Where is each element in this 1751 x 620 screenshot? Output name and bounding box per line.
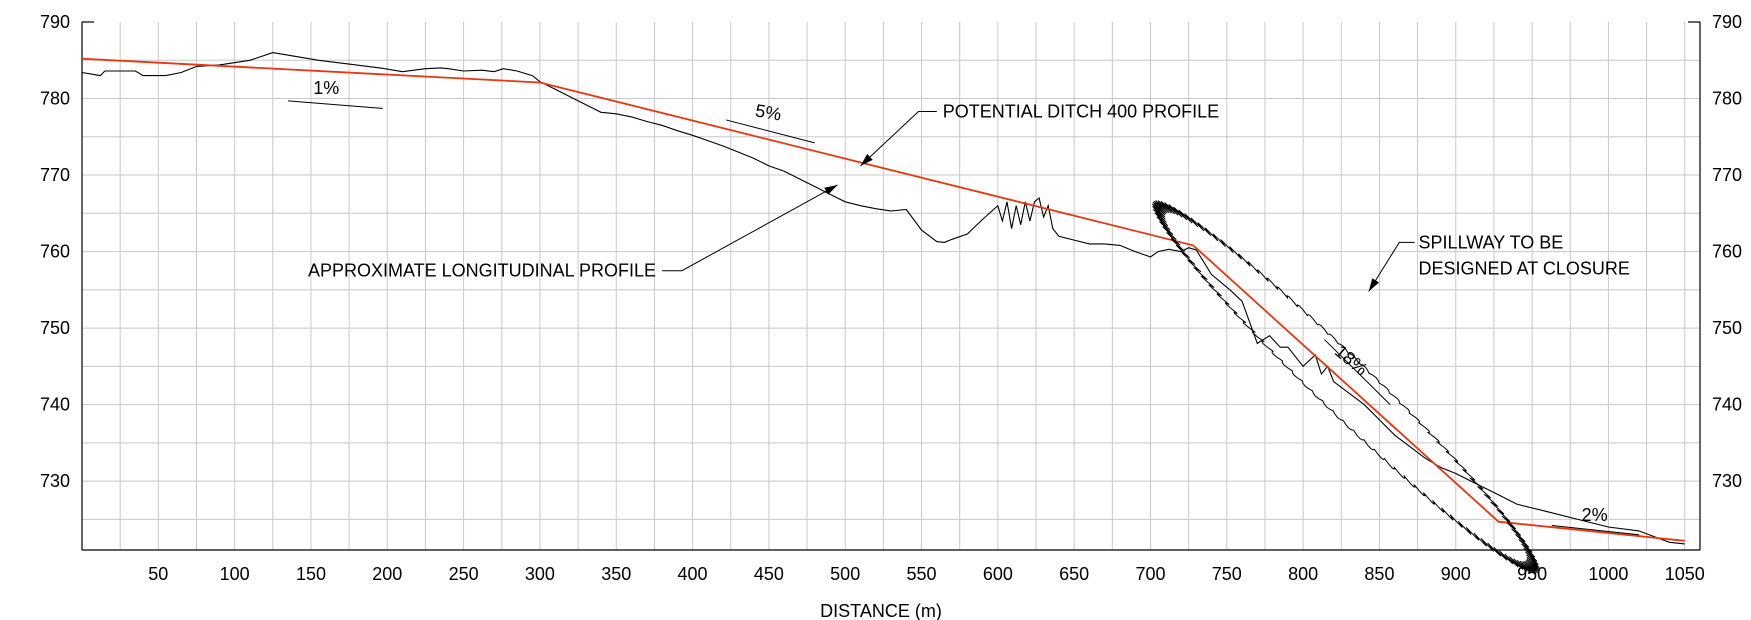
x-tick-label: 800 [1288, 564, 1318, 584]
x-tick-label: 500 [830, 564, 860, 584]
spillway-cloud [1152, 200, 1540, 574]
y-tick-label-right: 730 [1712, 471, 1742, 491]
y-tick-label-right: 750 [1712, 318, 1742, 338]
spillway-label-line-1: SPILLWAY TO BE [1419, 232, 1564, 252]
x-axis-label: DISTANCE (m) [820, 601, 942, 620]
ground-profile-line [81, 52, 1685, 545]
slope-2-marker [726, 119, 815, 144]
x-tick-label: 300 [525, 564, 555, 584]
series-group [81, 52, 1685, 545]
tick-labels: 50 100 150 200 250 300 350 400 450 500 550 600 650 70… [40, 12, 1742, 584]
y-tick-label-right: 780 [1712, 89, 1742, 109]
x-tick-label: 600 [983, 564, 1013, 584]
x-tick-label: 450 [754, 564, 784, 584]
y-tick-label-right: 790 [1712, 12, 1742, 32]
x-tick-label: 750 [1212, 564, 1242, 584]
y-tick-label-left: 750 [40, 318, 70, 338]
ditch-label-leader [860, 111, 937, 167]
ditch-label-arrowhead [860, 154, 873, 166]
slope-4-marker [1551, 525, 1639, 536]
slope-2-label: 5% [754, 100, 783, 124]
slope-4-label: 2% [1582, 505, 1608, 525]
ground-label-arrowhead [824, 184, 838, 195]
ditch-profile-line [81, 57, 1685, 542]
y-tick-label-left: 770 [40, 165, 70, 185]
y-tick-label-right: 760 [1712, 242, 1742, 262]
x-tick-label: 850 [1364, 564, 1394, 584]
spillway-label-line-2: DESIGNED AT CLOSURE [1419, 258, 1630, 278]
y-tick-label-left: 740 [40, 395, 70, 415]
y-tick-label-left: 760 [40, 242, 70, 262]
x-tick-label: 50 [148, 564, 168, 584]
slope-1-marker [288, 100, 383, 109]
x-tick-label: 200 [372, 564, 402, 584]
annotations: 1% 5% 18% 2% POTENTIAL DITCH 400 PROFILE… [288, 78, 1639, 574]
spillway-label-leader [1368, 241, 1415, 292]
y-tick-label-right: 770 [1712, 165, 1742, 185]
y-tick-label-left: 790 [40, 12, 70, 32]
x-tick-label: 1000 [1588, 564, 1628, 584]
grid [82, 22, 1700, 550]
x-tick-label: 700 [1135, 564, 1165, 584]
y-tick-label-right: 740 [1712, 395, 1742, 415]
x-tick-label: 350 [601, 564, 631, 584]
slope-3-label: 18% [1331, 341, 1371, 379]
x-tick-label: 400 [678, 564, 708, 584]
x-tick-label: 550 [907, 564, 937, 584]
slope-3-marker [1324, 339, 1391, 405]
x-tick-label: 900 [1441, 564, 1471, 584]
y-tick-label-left: 780 [40, 89, 70, 109]
x-tick-label: 250 [449, 564, 479, 584]
plot-frame [81, 21, 1701, 551]
x-tick-label: 1050 [1665, 564, 1705, 584]
spillway-label-arrowhead [1368, 278, 1380, 292]
ground-label-leader [662, 184, 838, 272]
x-tick-label: 150 [296, 564, 326, 584]
y-tick-label-left: 730 [40, 471, 70, 491]
ground-label: APPROXIMATE LONGITUDINAL PROFILE [308, 261, 656, 281]
slope-1-label: 1% [313, 78, 339, 98]
x-tick-label: 100 [220, 564, 250, 584]
ditch-label: POTENTIAL DITCH 400 PROFILE [943, 102, 1219, 122]
x-tick-label: 650 [1059, 564, 1089, 584]
